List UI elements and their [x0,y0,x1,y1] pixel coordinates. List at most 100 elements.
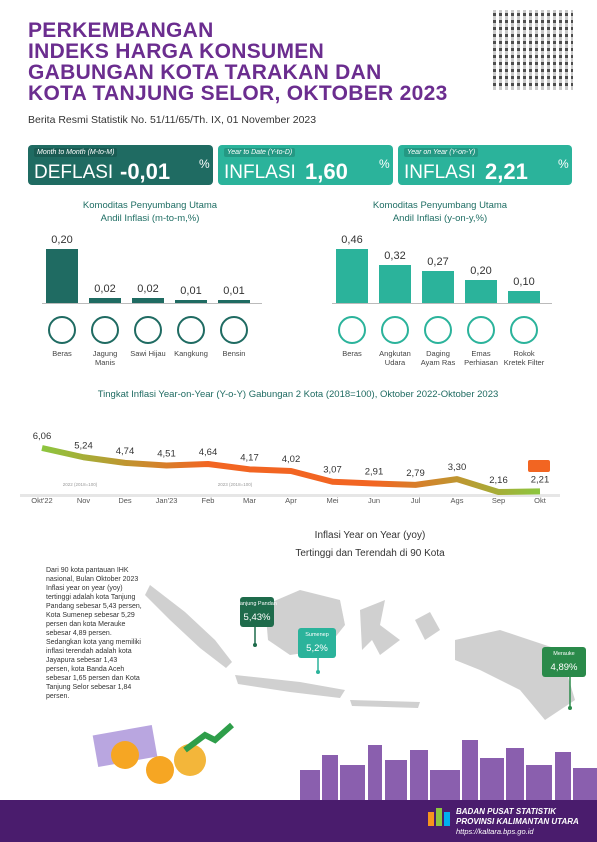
bar [132,297,164,303]
kpi-box: Year on Year (Y-on-Y) INFLASI 2,21% [398,145,572,185]
callout-value: 4,89% [551,662,578,673]
title-line: PERKEMBANGAN [28,19,214,42]
x-tick-label: Mar [243,496,256,505]
footer-org: BADAN PUSAT STATISTIK [456,807,557,816]
category-label: Angkutan Udara [379,349,411,367]
qr-code-overlay [493,10,573,90]
x-tick-label: Okt [534,496,547,505]
island-maluku [415,612,440,640]
bar [46,249,78,303]
chart-subtitle: Andil Inflasi (m-to-m,%) [100,213,200,224]
kpi-unit: % [558,157,569,171]
baseline [332,303,552,304]
value-label: 0,20 [51,234,73,246]
island-java [235,675,345,698]
value-label: 0,02 [94,282,116,295]
x-tick-label: Des [118,496,132,505]
annotation: 2023 (2018=100) [218,482,253,487]
kpi-unit: % [379,157,390,171]
category-label: Beras [52,349,72,358]
bar [465,279,497,303]
value-label: 2,21 [531,474,550,485]
icon [134,316,162,344]
title-line: INDEKS HARGA KONSUMEN [28,40,325,63]
callout-dot [316,670,320,674]
coins [92,722,234,784]
kpi-value: -0,01 [120,159,171,184]
island-sulawesi [360,600,400,655]
icon [220,316,248,344]
chart-title: Tingkat Inflasi Year-on-Year (Y-o-Y) Gab… [98,389,499,400]
category-label: Kangkung [174,349,208,358]
kpi-label: Year to Date (Y-to-D) [224,148,296,157]
icon [177,316,205,344]
category-label: Emas Perhiasan [464,349,498,367]
kpi-kind: INFLASI [224,162,296,183]
value-label: 0,46 [341,234,363,246]
value-label: 0,20 [470,264,492,277]
kpi-box: Year to Date (Y-to-D) INFLASI 1,60% [218,145,393,185]
x-tick-label: Jan'23 [156,496,178,505]
subtitle: Berita Resmi Statistik No. 51/11/65/Th. … [28,114,317,126]
category-label: Rokok Kretek Filter [503,349,545,367]
kpi-label: Month to Month (M-to-M) [34,148,118,157]
baseline [42,303,262,304]
value-label: 0,32 [384,250,406,263]
callout-city: Merauke [553,651,574,657]
icon [510,316,538,344]
callout-box [542,647,586,677]
value-label: 5,24 [74,440,93,451]
kpi-box: Month to Month (M-to-M) DEFLASI -0,01% [28,145,213,185]
footer-url: https://kaltara.bps.go.id [456,827,534,836]
map [145,585,575,720]
value-label: 4,02 [282,454,301,465]
truck-icon [528,460,550,472]
callout-city: Sumenep [305,632,329,638]
axis-band [20,494,560,497]
x-tick-label: Jun [368,496,380,505]
kpi-kind: DEFLASI [34,162,114,183]
kpi-label: Year on Year (Y-on-Y) [404,148,479,157]
kpi-value: 1,60 [305,159,348,184]
icon [467,316,495,344]
callout-box [240,597,274,627]
x-tick-label: Nov [77,496,91,505]
map-subtitle: Tertinggi dan Terendah di 90 Kota [295,548,445,559]
footer-province: PROVINSI KALIMANTAN UTARA [456,817,579,826]
value-label: 3,07 [323,465,342,476]
value-label: 4,17 [240,452,259,463]
bar [422,271,454,303]
callout-box [298,628,336,658]
value-label: 0,01 [223,285,245,298]
title: PERKEMBANGAN INDEKS HARGA KONSUMEN GABUN… [28,20,448,104]
x-tick-label: Feb [202,496,215,505]
value-label: 4,64 [199,447,218,458]
value-label: 0,27 [427,256,449,269]
icon [338,316,366,344]
x-tick-label: Mei [326,496,338,505]
bar [379,265,411,303]
icon [91,316,119,344]
callout-value: 5,43% [244,612,271,623]
value-label: 0,01 [180,285,202,298]
line [41,445,541,495]
callout-dot [568,706,572,710]
bps-logo [428,808,450,826]
x-tick-label: Ags [451,496,464,505]
chart-title: Komoditas Penyumbang Utama [82,200,218,211]
island-nusa [350,700,420,708]
bar [218,300,250,303]
title-line: GABUNGAN KOTA TARAKAN DAN [28,61,382,84]
bar [175,300,207,303]
category-label: Sawi Hijau [130,349,166,358]
x-tick-label: Okt'22 [31,496,52,505]
callout-city: Tanjung Pandan [237,601,277,607]
value-label: 2,79 [406,468,425,479]
x-tick-label: Apr [285,496,297,505]
kpi-unit: % [199,157,210,171]
x-tick-label: Jul [411,496,421,505]
value-label: 0,02 [137,282,159,295]
value-label: 3,30 [448,462,467,473]
